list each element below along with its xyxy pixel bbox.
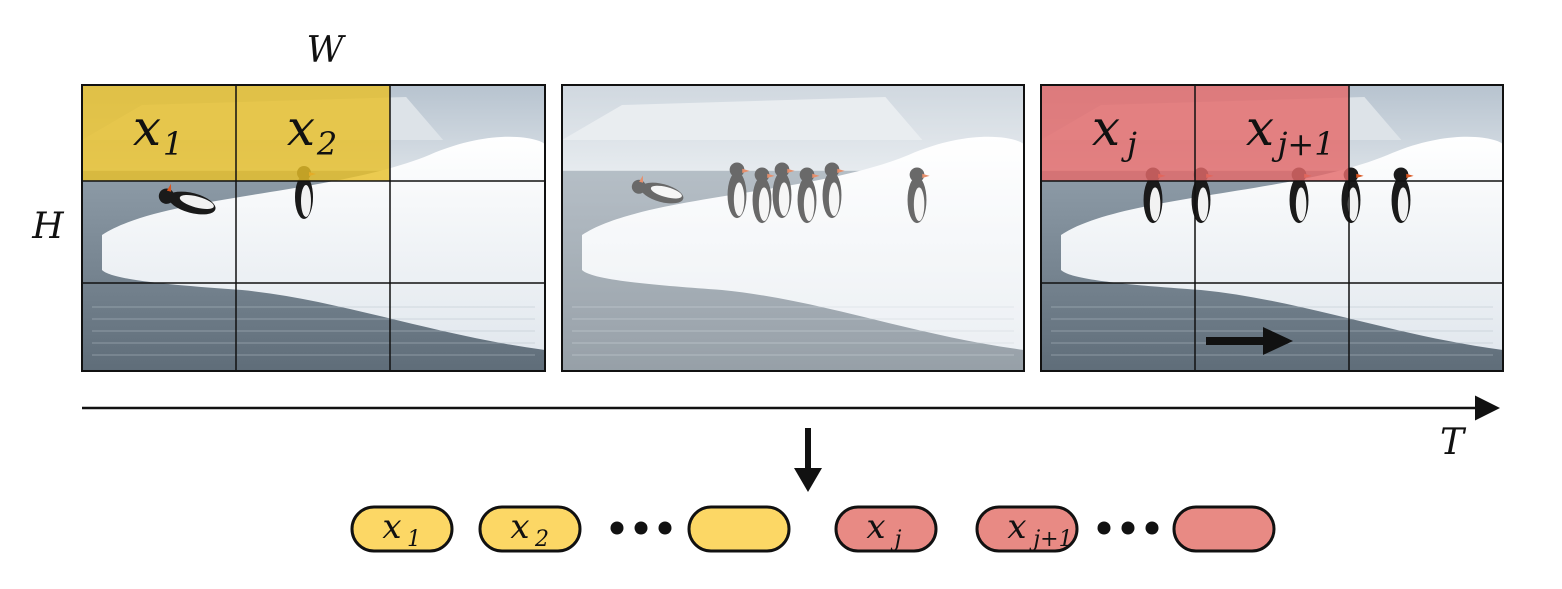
frame-border [1040,84,1504,372]
frame-2 [561,84,1025,372]
width-axis-label: W [306,30,346,71]
ellipsis-icon [1097,521,1159,535]
penguin-icon [158,183,216,215]
token-label: x [866,507,885,547]
patch-subscript: 2 [316,125,337,163]
token-label: x [510,507,529,547]
frame-3: x j x j+1 [1040,84,1504,372]
token-subscript: j+1 [1028,527,1072,552]
penguin-icon [907,167,930,224]
patch-subscript: 1 [163,125,183,163]
token-pill: x j+1 [975,505,1079,553]
time-axis-label: T [1440,422,1467,463]
down-arrowhead-icon [794,468,822,492]
token-label: x [382,507,401,547]
penguin-icon [822,162,845,219]
patch-label: x [1246,99,1274,157]
frame-scene [562,85,1024,371]
frame-scene [1041,85,1503,371]
ellipsis-icon [610,521,672,535]
highlighted-patch [82,85,236,181]
penguin-icon [1391,167,1414,224]
penguin-icon [797,167,820,224]
token-label: x [1007,507,1026,547]
patch-label: x [133,99,161,157]
patch-label: x [1092,99,1120,157]
token-subscript: 2 [534,527,549,552]
token-pill [687,505,791,553]
token-sequence: x 1 x 2 x j x j+1 [350,505,1276,553]
patch-subscript: j+1 [1271,125,1334,163]
motion-arrowhead-icon [1263,327,1293,355]
token-subscript: 1 [407,527,421,552]
penguin-icon [631,175,684,204]
frame-border [561,84,1025,372]
token-pill [1172,505,1276,553]
frame-border [81,84,546,372]
patch-label: x [287,99,315,157]
penguin-icon [752,167,775,224]
frame-scene [82,85,545,371]
penguin-icon [772,162,795,219]
penguin-icon [727,162,750,219]
video-frames: x 1 x 2 x j x j+1 [81,84,1504,372]
highlighted-patch [1041,85,1195,181]
highlighted-patch [1195,85,1349,181]
height-axis-label: H [31,206,64,247]
highlighted-patch [236,85,390,181]
